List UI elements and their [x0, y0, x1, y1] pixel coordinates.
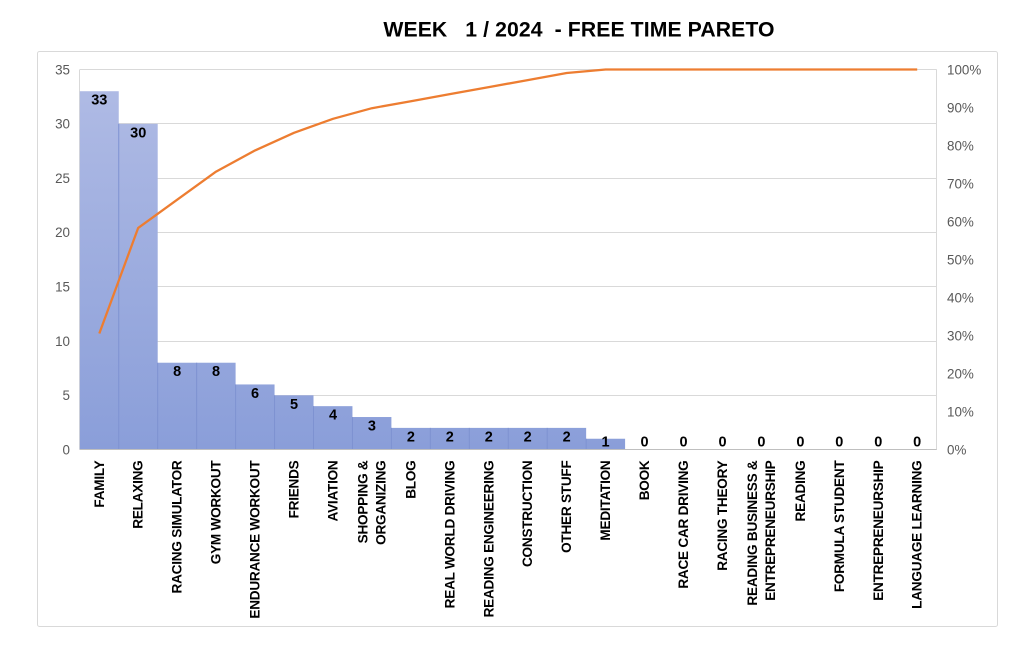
svg-text:10%: 10%	[947, 404, 974, 419]
svg-text:0: 0	[718, 435, 726, 451]
svg-text:BOOK: BOOK	[637, 460, 652, 500]
svg-text:READING ENGINEERING: READING ENGINEERING	[481, 461, 496, 618]
svg-text:RACING THEORY: RACING THEORY	[715, 460, 730, 570]
svg-text:0%: 0%	[947, 442, 966, 457]
svg-text:READING BUSINESS &: READING BUSINESS &	[745, 460, 760, 605]
svg-text:8: 8	[173, 364, 181, 380]
svg-text:15: 15	[55, 280, 70, 295]
svg-text:5: 5	[63, 388, 70, 403]
svg-text:1: 1	[602, 435, 610, 451]
svg-text:35: 35	[55, 62, 70, 77]
svg-text:100%: 100%	[947, 62, 981, 77]
svg-text:FAMILY: FAMILY	[92, 460, 107, 507]
svg-text:RACING SIMULATOR: RACING SIMULATOR	[170, 460, 185, 593]
svg-text:ORGANIZING: ORGANIZING	[373, 461, 388, 545]
svg-text:MEDITATION: MEDITATION	[598, 461, 613, 541]
svg-text:80%: 80%	[947, 138, 974, 153]
svg-text:CONSTRUCTION: CONSTRUCTION	[520, 461, 535, 568]
svg-text:90%: 90%	[947, 100, 974, 115]
svg-text:0: 0	[796, 435, 804, 451]
svg-text:40%: 40%	[947, 290, 974, 305]
svg-text:0: 0	[835, 435, 843, 451]
svg-text:10: 10	[55, 334, 70, 349]
svg-text:33: 33	[91, 93, 107, 109]
svg-text:25: 25	[55, 171, 70, 186]
svg-text:AVIATION: AVIATION	[326, 461, 341, 522]
svg-text:SHOPPING &: SHOPPING &	[355, 460, 370, 543]
svg-text:2: 2	[407, 429, 415, 445]
svg-text:5: 5	[290, 397, 298, 413]
svg-text:0: 0	[63, 442, 70, 457]
svg-text:30%: 30%	[947, 328, 974, 343]
svg-text:WEEK 1 / 2024 - FREE TIME P: WEEK 1 / 2024 - FREE TIME PARETO	[383, 19, 774, 42]
svg-text:ENTREPRENEURSHIP: ENTREPRENEURSHIP	[763, 460, 778, 600]
svg-text:BLOG: BLOG	[403, 461, 418, 499]
svg-text:RACE CAR DRIVING: RACE CAR DRIVING	[676, 461, 691, 589]
svg-text:60%: 60%	[947, 214, 974, 229]
svg-text:ENDURANCE WORKOUT: ENDURANCE WORKOUT	[248, 460, 263, 619]
svg-text:LANGUAGE LEARNING: LANGUAGE LEARNING	[910, 461, 925, 609]
svg-text:0: 0	[641, 435, 649, 451]
svg-text:OTHER STUFF: OTHER STUFF	[559, 461, 574, 553]
svg-text:0: 0	[679, 435, 687, 451]
svg-text:20: 20	[55, 225, 70, 240]
svg-text:70%: 70%	[947, 176, 974, 191]
svg-text:50%: 50%	[947, 252, 974, 267]
svg-text:GYM WORKOUT: GYM WORKOUT	[209, 460, 224, 565]
svg-text:0: 0	[757, 435, 765, 451]
svg-text:2: 2	[524, 429, 532, 445]
svg-text:0: 0	[913, 435, 921, 451]
svg-text:8: 8	[212, 364, 220, 380]
svg-text:2: 2	[485, 429, 493, 445]
svg-text:6: 6	[251, 386, 259, 402]
svg-text:RELAXING: RELAXING	[131, 461, 146, 529]
svg-text:2: 2	[446, 429, 454, 445]
svg-text:2: 2	[563, 429, 571, 445]
svg-text:30: 30	[55, 117, 70, 132]
svg-text:READING: READING	[793, 461, 808, 522]
svg-text:3: 3	[368, 419, 376, 435]
svg-text:4: 4	[329, 408, 337, 424]
svg-text:ENTREPRENEURSHIP: ENTREPRENEURSHIP	[871, 460, 886, 600]
svg-text:0: 0	[874, 435, 882, 451]
svg-text:FRIENDS: FRIENDS	[287, 460, 302, 518]
svg-text:REAL WORLD DRIVING: REAL WORLD DRIVING	[442, 461, 457, 609]
svg-text:30: 30	[130, 125, 146, 141]
svg-text:FORMULA STUDENT: FORMULA STUDENT	[832, 460, 847, 593]
svg-text:20%: 20%	[947, 366, 974, 381]
